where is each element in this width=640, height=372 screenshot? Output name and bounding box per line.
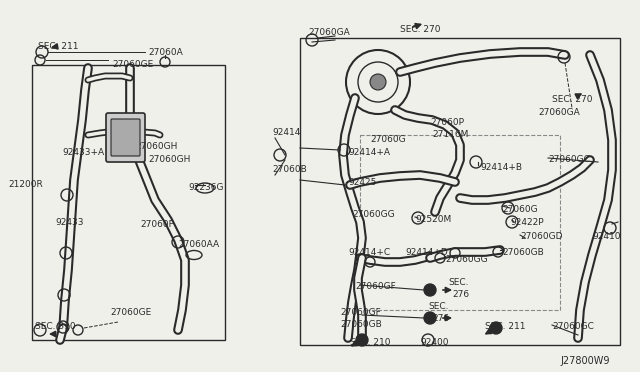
Bar: [300, 38, 620, 345]
Text: 27060GF: 27060GF: [355, 282, 396, 291]
Text: 27060G: 27060G: [370, 135, 406, 144]
Text: 21200R: 21200R: [8, 180, 43, 189]
Text: 92400: 92400: [420, 338, 449, 347]
Text: 92414+A: 92414+A: [348, 148, 390, 157]
Text: 92236G: 92236G: [188, 183, 223, 192]
Text: 92414: 92414: [272, 128, 300, 137]
Text: 92414+C: 92414+C: [348, 248, 390, 257]
Text: SEC. 270: SEC. 270: [400, 25, 440, 34]
Text: 27060GH: 27060GH: [148, 155, 190, 164]
Text: 92520M: 92520M: [415, 215, 451, 224]
Bar: [32, 65, 225, 340]
Circle shape: [424, 312, 436, 324]
Text: 27060B: 27060B: [272, 165, 307, 174]
FancyBboxPatch shape: [106, 113, 145, 162]
Text: 27060GC: 27060GC: [548, 155, 590, 164]
FancyBboxPatch shape: [111, 119, 140, 156]
Text: 27060GH: 27060GH: [135, 142, 177, 151]
Text: 27060GG: 27060GG: [352, 210, 395, 219]
Text: 27060GF: 27060GF: [340, 308, 381, 317]
Text: 27060F: 27060F: [140, 220, 173, 229]
Text: SEC.: SEC.: [428, 302, 449, 311]
Text: 27060GA: 27060GA: [538, 108, 580, 117]
Text: 276: 276: [452, 290, 469, 299]
Text: SEC. 310: SEC. 310: [35, 322, 76, 331]
Text: 27060A: 27060A: [148, 48, 183, 57]
Text: 27060P: 27060P: [430, 118, 464, 127]
Text: SEC. 211: SEC. 211: [38, 42, 79, 51]
Text: 92410: 92410: [592, 232, 621, 241]
Text: 92433+A: 92433+A: [62, 148, 104, 157]
Text: 92422P: 92422P: [510, 218, 543, 227]
Bar: [360, 135, 560, 310]
Text: 92414+B: 92414+B: [480, 163, 522, 172]
Text: SEC.: SEC.: [448, 278, 468, 287]
Text: 27060GB: 27060GB: [340, 320, 381, 329]
Circle shape: [490, 322, 502, 334]
Text: 27060GC: 27060GC: [552, 322, 594, 331]
Text: 27060G: 27060G: [502, 205, 538, 214]
Text: 27060GA: 27060GA: [308, 28, 349, 37]
Text: 92433: 92433: [55, 218, 83, 227]
Text: J27800W9: J27800W9: [561, 356, 610, 366]
Text: 27060GB: 27060GB: [502, 248, 544, 257]
Circle shape: [424, 284, 436, 296]
Text: 27060AA: 27060AA: [178, 240, 219, 249]
Text: SEC. 210: SEC. 210: [350, 338, 390, 347]
Text: 27116M: 27116M: [432, 130, 468, 139]
Text: SEC. 211: SEC. 211: [485, 322, 525, 331]
Text: 92425: 92425: [348, 178, 376, 187]
Text: 27060GE: 27060GE: [112, 60, 153, 69]
Text: 92414+D: 92414+D: [405, 248, 448, 257]
Text: 276: 276: [432, 314, 449, 323]
Text: 27060GE: 27060GE: [110, 308, 151, 317]
Circle shape: [356, 334, 368, 346]
Text: SEC. 270: SEC. 270: [552, 95, 593, 104]
Text: 27060GD: 27060GD: [520, 232, 563, 241]
Text: 27060GG: 27060GG: [445, 255, 488, 264]
Circle shape: [370, 74, 386, 90]
